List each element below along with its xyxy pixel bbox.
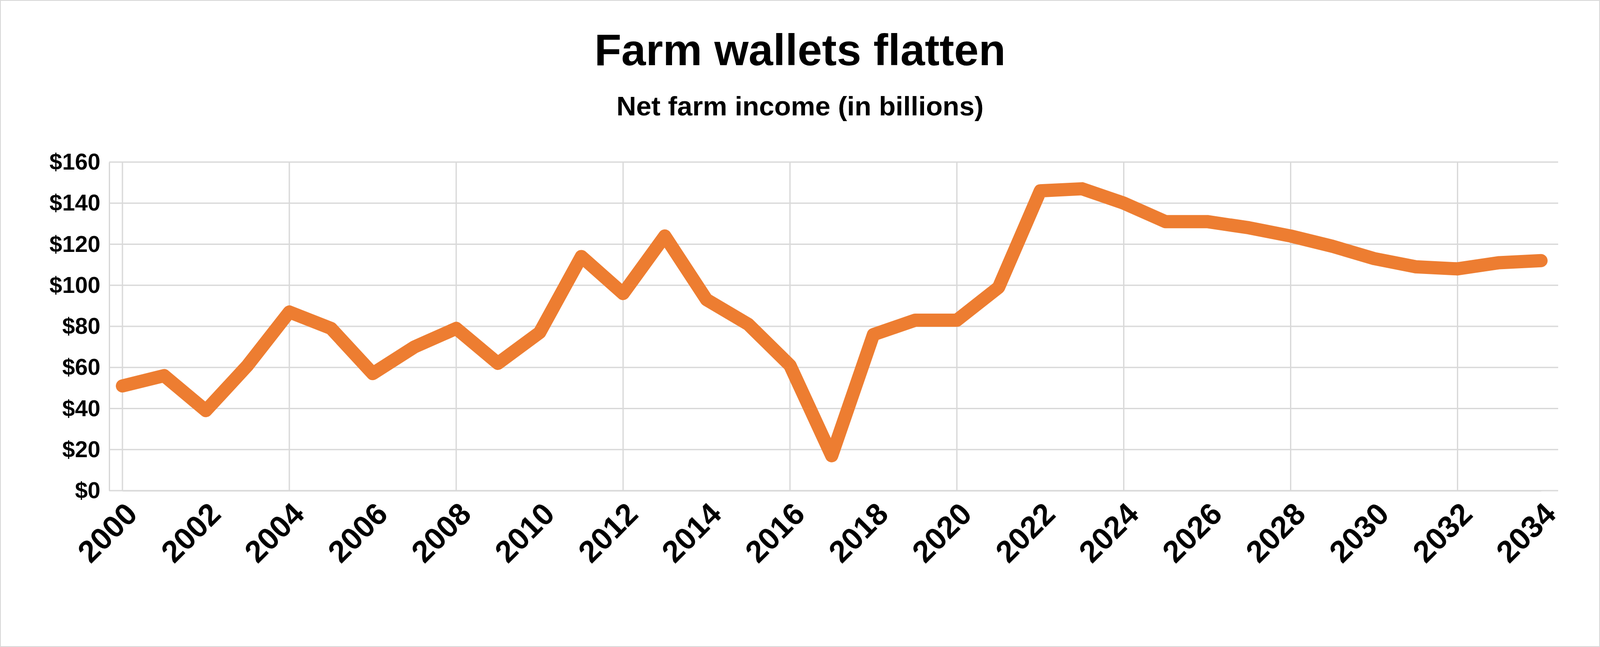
x-tick-label: 2030 (1322, 496, 1396, 570)
x-tick-label: 2034 (1489, 496, 1563, 570)
x-tick: 2004 (237, 490, 311, 570)
y-tick-label: $140 (49, 189, 101, 216)
x-tick-label: 2020 (905, 496, 979, 570)
y-tick-label: $60 (62, 354, 101, 380)
background (0, 0, 1600, 647)
x-tick: 2008 (404, 490, 478, 570)
x-grid-line (1123, 162, 1125, 491)
chart: Farm wallets flatten Net farm income (in … (0, 0, 1600, 647)
y-axis: $0 $20 $40 $60 $80 $100 $120 $140 $160 (49, 148, 110, 503)
y-grid-line (109, 366, 1559, 369)
y-grid-line (109, 407, 1559, 410)
y-grid-line (109, 202, 1559, 204)
grid (109, 162, 1559, 491)
x-tick: 2000 (70, 490, 144, 570)
x-tick-label: 2002 (154, 496, 228, 570)
y-tick-label: $100 (49, 272, 101, 298)
x-grid-line (1289, 162, 1292, 491)
x-grid-line (622, 162, 624, 491)
x-tick: 2002 (154, 490, 228, 570)
plot-area (122, 188, 1541, 456)
y-grid-line (109, 161, 1559, 163)
x-tick: 2012 (571, 490, 645, 570)
y-tick: $160 (49, 148, 110, 175)
x-tick: 2016 (738, 490, 812, 570)
y-tick: $40 (62, 395, 110, 422)
x-tick: 2006 (321, 490, 395, 570)
x-tick-label: 2022 (988, 496, 1062, 570)
x-tick: 2014 (654, 490, 728, 570)
y-grid-line (109, 284, 1559, 286)
x-tick-label: 2006 (321, 496, 395, 570)
y-tick: $60 (62, 354, 110, 380)
x-tick: 2026 (1155, 490, 1229, 570)
y-tick-label: $40 (62, 395, 101, 422)
x-tick-label: 2024 (1072, 496, 1146, 570)
x-tick-label: 2008 (404, 496, 478, 570)
x-grid-line (121, 162, 124, 491)
y-tick-label: $20 (62, 436, 101, 462)
y-tick: $140 (49, 189, 110, 216)
x-tick: 2032 (1406, 490, 1479, 570)
x-tick-label: 2028 (1239, 496, 1312, 570)
x-axis-line (122, 490, 1542, 492)
x-tick-label: 2004 (237, 496, 311, 570)
x-tick: 2024 (1072, 490, 1146, 570)
x-tick-label: 2012 (571, 496, 645, 570)
x-tick: 2018 (821, 490, 895, 570)
x-grid-line (1456, 162, 1459, 491)
x-tick: 2022 (988, 490, 1062, 570)
x-tick: 2028 (1239, 490, 1312, 570)
x-grid-line (789, 162, 791, 491)
subtitle: Net farm income (in billions) (616, 90, 984, 122)
x-tick-label: 2010 (488, 496, 562, 570)
x-axis: 2000200220042006200820102012201420162018… (70, 490, 1563, 570)
y-tick-label: $120 (49, 231, 101, 257)
y-axis-line (108, 162, 111, 492)
x-grid-line (288, 162, 290, 491)
x-tick-label: 2032 (1406, 496, 1479, 570)
x-tick-label: 2026 (1155, 496, 1229, 570)
title: Farm wallets flatten (594, 25, 1006, 75)
y-grid-line (109, 490, 1559, 492)
y-tick: $20 (62, 436, 110, 462)
y-tick: $100 (49, 272, 110, 298)
x-tick-label: 2000 (70, 496, 144, 570)
y-tick-label: $160 (49, 148, 101, 175)
x-tick: 2020 (905, 490, 979, 570)
x-tick: 2010 (488, 490, 562, 570)
x-tick: 2030 (1322, 490, 1396, 570)
x-tick-label: 2014 (654, 496, 728, 570)
series-line (122, 188, 1541, 456)
y-tick: $120 (49, 231, 110, 257)
x-tick-label: 2016 (738, 496, 812, 570)
y-tick: $0 (74, 477, 110, 503)
y-tick: $80 (62, 313, 110, 339)
y-tick-label: $0 (74, 477, 101, 503)
x-tick-label: 2018 (821, 496, 895, 570)
x-tick: 2034 (1489, 490, 1563, 570)
y-tick-label: $80 (62, 313, 101, 339)
